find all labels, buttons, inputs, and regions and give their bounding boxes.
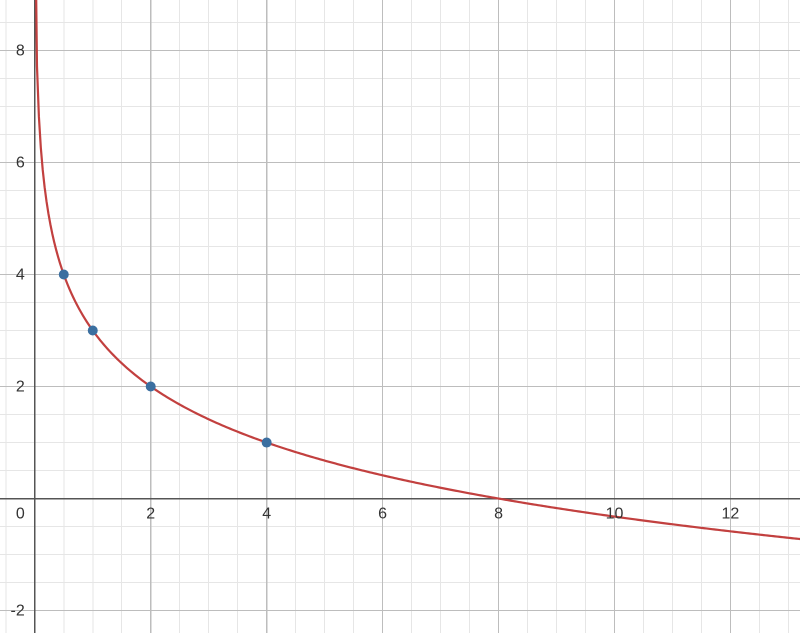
chart-svg: 0 2 4 6 8 10 12 -2 2 4 6 8	[0, 0, 800, 633]
x-tick-label: 10	[606, 506, 624, 523]
major-gridlines	[0, 0, 800, 633]
y-tick-label: 6	[16, 154, 25, 171]
y-tick-label: 8	[16, 42, 25, 59]
minor-gridlines	[0, 0, 800, 633]
axes	[0, 0, 800, 633]
x-tick-label: 2	[146, 506, 155, 523]
data-point	[88, 326, 98, 336]
data-point	[262, 438, 272, 448]
y-tick-label: 4	[16, 266, 25, 283]
chart-container: 0 2 4 6 8 10 12 -2 2 4 6 8	[0, 0, 800, 633]
x-tick-label: 0	[16, 506, 25, 523]
x-tick-label: 8	[494, 506, 503, 523]
data-point	[146, 382, 156, 392]
x-tick-label: 6	[378, 506, 387, 523]
data-point	[59, 269, 69, 279]
y-tick-label: -2	[11, 603, 25, 620]
curve	[35, 0, 800, 539]
x-tick-label: 12	[722, 506, 740, 523]
x-tick-label: 4	[262, 506, 271, 523]
y-tick-label: 2	[16, 379, 25, 396]
